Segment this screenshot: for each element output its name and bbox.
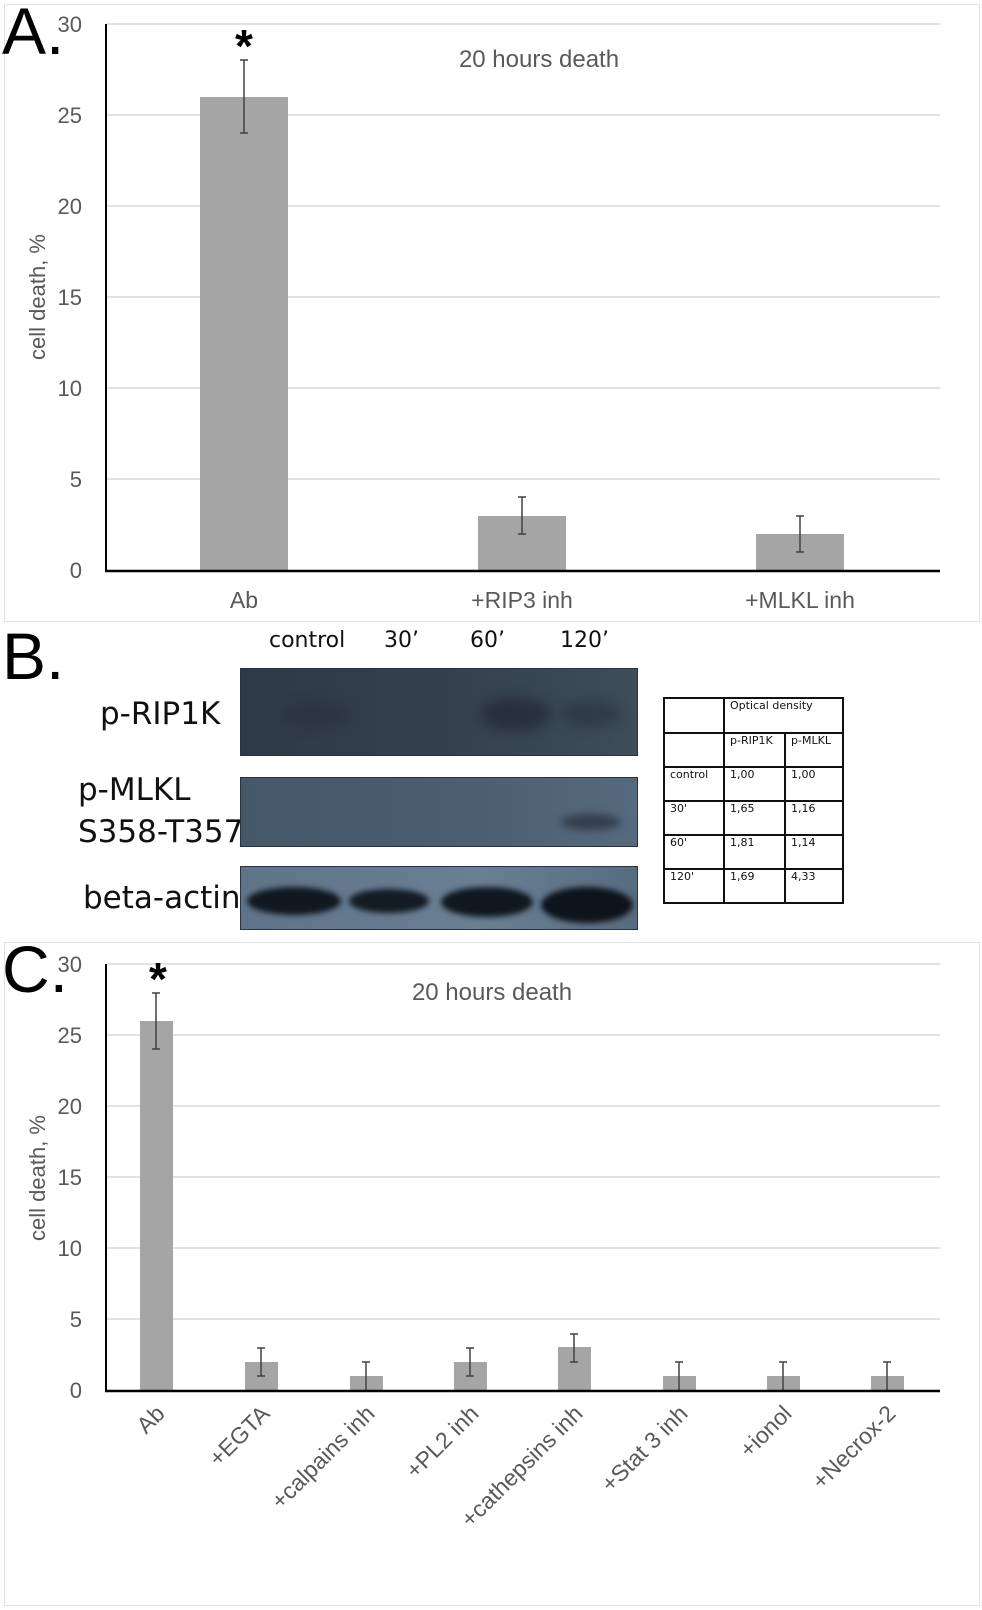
panel-a-letter: A. xyxy=(2,0,65,68)
svg-text:10: 10 xyxy=(58,1236,82,1261)
chart-a-significance-star: * xyxy=(235,20,253,72)
svg-text:+Stat 3 inh: +Stat 3 inh xyxy=(596,1400,693,1497)
svg-text:0: 0 xyxy=(70,558,82,583)
panel-c-letter: C. xyxy=(2,932,68,1006)
panel-b-letter: B. xyxy=(2,619,65,693)
svg-text:25: 25 xyxy=(58,103,82,128)
svg-text:Ab: Ab xyxy=(131,1400,169,1438)
chart-c-y-ticks: 0 5 10 15 20 25 30 xyxy=(58,952,82,1403)
band-actin-control xyxy=(247,887,341,915)
svg-text:+calpains inh: +calpains inh xyxy=(266,1400,380,1514)
panel-a-frame xyxy=(4,4,980,622)
chart-c-gridlines xyxy=(107,963,940,1320)
chart-c-title: 20 hours death xyxy=(412,979,572,1006)
svg-text:5: 5 xyxy=(70,467,82,492)
svg-text:Ab: Ab xyxy=(230,587,258,613)
table-row: control 1,00 1,00 xyxy=(663,766,844,802)
table-row: 30' 1,65 1,16 xyxy=(663,800,844,836)
svg-text:+EGTA: +EGTA xyxy=(204,1400,275,1471)
svg-text:20: 20 xyxy=(58,1094,82,1119)
svg-text:30: 30 xyxy=(58,952,82,977)
svg-text:+Necrox-2: +Necrox-2 xyxy=(807,1400,901,1494)
svg-text:15: 15 xyxy=(58,1165,82,1190)
band-p-rip1k-control xyxy=(281,703,351,727)
chart-a-title: 20 hours death xyxy=(459,46,619,73)
svg-text:+MLKL inh: +MLKL inh xyxy=(745,587,855,613)
lane-label-30: 30’ xyxy=(384,628,419,653)
table-header-row: Optical density xyxy=(663,697,844,734)
svg-text:+ionol: +ionol xyxy=(734,1400,796,1462)
chart-a-error-bars xyxy=(240,59,804,553)
chart-c-significance-star: * xyxy=(149,953,167,1005)
svg-text:+PL2 inh: +PL2 inh xyxy=(400,1400,483,1483)
lane-label-120: 120’ xyxy=(560,628,609,653)
band-actin-30 xyxy=(349,889,429,913)
svg-text:5: 5 xyxy=(70,1307,82,1332)
chart-c-y-axis-label: cell death, % xyxy=(25,1115,50,1241)
blot-beta-actin xyxy=(240,866,638,930)
panel-c-frame xyxy=(4,942,980,1606)
blot-label-beta-actin: beta-actin xyxy=(83,880,241,916)
svg-text:15: 15 xyxy=(58,285,82,310)
table-header-optical-density: Optical density xyxy=(723,697,844,734)
svg-text:30: 30 xyxy=(58,12,82,37)
bar-ab xyxy=(200,97,288,570)
svg-text:20: 20 xyxy=(58,194,82,219)
svg-text:0: 0 xyxy=(70,1378,82,1403)
chart-c-bars xyxy=(140,1021,904,1390)
chart-a: 0 5 10 15 20 25 30 cell death, % 20 hour… xyxy=(25,12,940,613)
table-subheader-row: p-RIP1K p-MLKL xyxy=(663,732,844,768)
blot-label-p-rip1k: p-RIP1K xyxy=(100,696,221,732)
band-p-rip1k-120 xyxy=(561,701,621,727)
blot-label-p-mlkl-site: S358-T357 xyxy=(78,814,244,850)
chart-a-y-axis-label: cell death, % xyxy=(25,234,50,360)
blot-label-p-mlkl: p-MLKL xyxy=(78,772,191,808)
band-actin-120 xyxy=(541,887,633,923)
table-row: 120' 1,69 4,33 xyxy=(663,868,844,904)
svg-text:25: 25 xyxy=(58,1023,82,1048)
blot-p-rip1k xyxy=(240,668,638,756)
svg-text:10: 10 xyxy=(58,376,82,401)
optical-density-table: Optical density p-RIP1K p-MLKL control 1,… xyxy=(663,697,844,904)
lane-label-control: control xyxy=(269,628,346,653)
table-row: 60' 1,81 1,14 xyxy=(663,834,844,870)
bar-ab xyxy=(140,1021,173,1390)
chart-c-categories: Ab +EGTA +calpains inh +PL2 inh +catheps… xyxy=(131,1400,900,1532)
band-actin-60 xyxy=(441,887,533,917)
band-p-rip1k-60 xyxy=(481,697,551,731)
blot-p-mlkl xyxy=(240,777,638,847)
chart-a-y-ticks: 0 5 10 15 20 25 30 xyxy=(58,12,82,583)
chart-c-error-bars xyxy=(152,992,891,1390)
chart-a-categories: Ab +RIP3 inh +MLKL inh xyxy=(230,587,855,613)
svg-text:+RIP3 inh: +RIP3 inh xyxy=(471,587,573,613)
lane-label-60: 60’ xyxy=(470,628,505,653)
band-p-mlkl-120 xyxy=(561,814,621,830)
